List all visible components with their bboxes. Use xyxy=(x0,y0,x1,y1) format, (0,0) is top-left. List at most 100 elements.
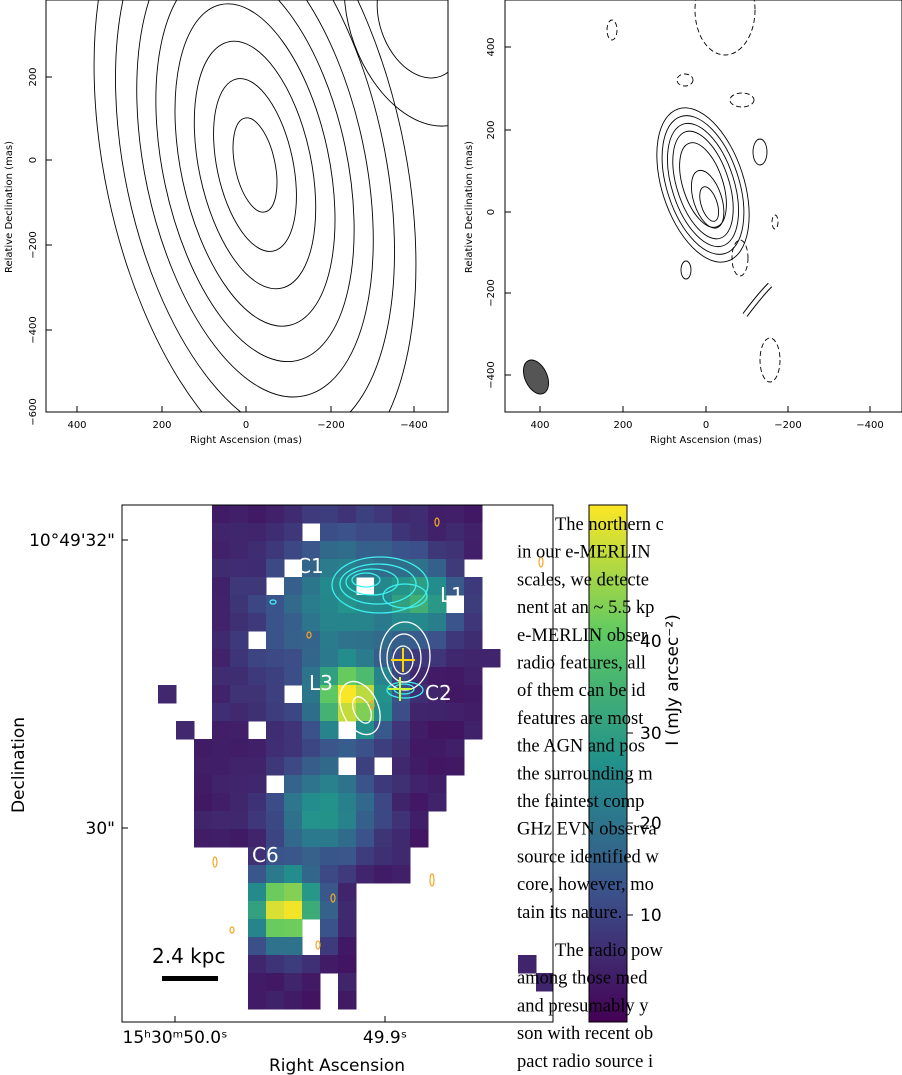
pixel xyxy=(464,541,483,560)
pixel xyxy=(410,829,429,848)
pixel xyxy=(446,721,465,740)
pixel xyxy=(446,631,465,650)
pixel xyxy=(266,901,285,920)
pixel xyxy=(284,577,303,596)
pixel xyxy=(230,559,249,578)
pixel xyxy=(302,505,321,524)
pixel xyxy=(446,523,465,542)
contours xyxy=(42,0,523,507)
pixel xyxy=(302,991,321,1010)
x-tick-label: 400 xyxy=(530,420,549,431)
pixel xyxy=(248,649,267,668)
pixel xyxy=(320,631,339,650)
pixel xyxy=(284,631,303,650)
x-axis-label: Right Ascension xyxy=(269,1056,405,1075)
pixel xyxy=(320,505,339,524)
text-line: scales, we detecte xyxy=(517,570,649,590)
text-line: tain its nature. xyxy=(517,903,622,923)
pixel xyxy=(392,793,411,812)
pixel xyxy=(338,883,357,902)
pixel xyxy=(266,793,285,812)
pixel xyxy=(284,991,303,1010)
y-axis-label: Relative Declination (mas) xyxy=(464,141,475,273)
source-label: C6 xyxy=(252,843,279,867)
pixel xyxy=(410,721,429,740)
pixel xyxy=(302,829,321,848)
pixel xyxy=(284,523,303,542)
pixel xyxy=(338,865,357,884)
pixel xyxy=(338,649,357,668)
text-line: the faintest comp xyxy=(517,792,644,812)
pixel xyxy=(266,811,285,830)
pixel xyxy=(446,613,465,632)
y-tick-label: 200 xyxy=(28,67,39,86)
text-line: in our e-MERLIN xyxy=(517,543,651,563)
pixel xyxy=(266,757,285,776)
pixel xyxy=(410,595,429,614)
pixel xyxy=(338,613,357,632)
pixel xyxy=(248,523,267,542)
pixel xyxy=(464,667,483,686)
pixel xyxy=(284,505,303,524)
scale-bar xyxy=(162,976,218,981)
pixel xyxy=(284,775,303,794)
pixel xyxy=(410,541,429,560)
pixel xyxy=(356,559,375,578)
pixel xyxy=(320,613,339,632)
pixel xyxy=(320,523,339,542)
text-line: The northern c xyxy=(555,515,664,535)
pixel xyxy=(284,901,303,920)
pixel xyxy=(320,829,339,848)
pixel xyxy=(392,739,411,758)
pixel xyxy=(302,595,321,614)
x-tick-label: −400 xyxy=(400,420,427,431)
pixel xyxy=(212,793,231,812)
pixel xyxy=(320,757,339,776)
pixel xyxy=(248,955,267,974)
x-tick-label: −200 xyxy=(317,420,344,431)
pixel xyxy=(446,541,465,560)
pixel xyxy=(230,595,249,614)
pixel xyxy=(248,883,267,902)
pixel xyxy=(230,739,249,758)
pixel xyxy=(230,703,249,722)
pixel xyxy=(248,793,267,812)
pixel xyxy=(248,703,267,722)
y-tick-label: −400 xyxy=(486,361,497,388)
pixel xyxy=(266,703,285,722)
pixel xyxy=(248,991,267,1010)
pixel xyxy=(302,649,321,668)
pixel xyxy=(392,541,411,560)
pixel xyxy=(392,865,411,884)
pixel xyxy=(212,829,231,848)
pixel xyxy=(284,955,303,974)
pixel xyxy=(194,829,213,848)
pixel xyxy=(266,559,285,578)
text-line: radio features, all xyxy=(517,654,646,674)
pixel xyxy=(320,919,339,938)
pixel xyxy=(266,613,285,632)
pixel xyxy=(248,937,267,956)
y-tick-label: −200 xyxy=(486,279,497,306)
pixel xyxy=(212,595,231,614)
pixel xyxy=(266,523,285,542)
pixel xyxy=(212,649,231,668)
colorbar-label: I (mJy arcsec⁻²) xyxy=(663,614,683,746)
pixel xyxy=(320,937,339,956)
text-line: the AGN and pos xyxy=(517,737,645,757)
text-line: source identified w xyxy=(517,847,659,867)
pixel xyxy=(428,649,447,668)
pixel xyxy=(356,541,375,560)
pixel xyxy=(212,757,231,776)
pixel xyxy=(266,937,285,956)
pixel xyxy=(428,505,447,524)
pixel xyxy=(248,505,267,524)
frame xyxy=(46,0,448,412)
x-tick-label: 0 xyxy=(703,420,709,431)
pixel xyxy=(266,505,285,524)
pixel xyxy=(320,739,339,758)
pixel xyxy=(464,631,483,650)
pixel xyxy=(428,613,447,632)
x-tick-label: 200 xyxy=(152,420,171,431)
pixel xyxy=(230,541,249,560)
